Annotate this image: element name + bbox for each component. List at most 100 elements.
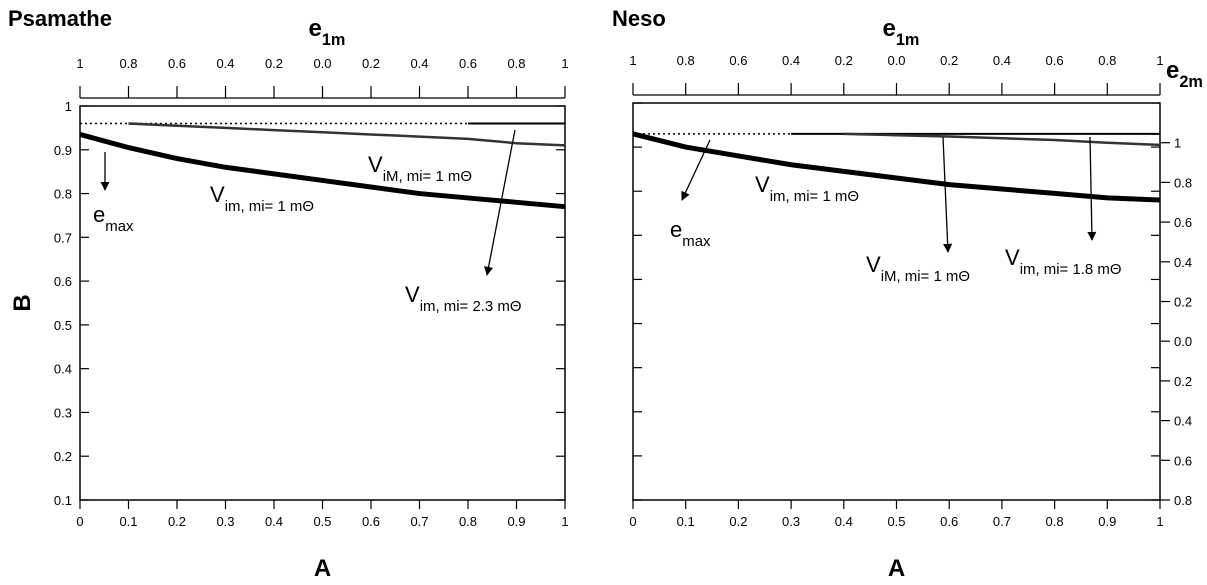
y2-tick-label: 0.0	[1174, 334, 1192, 349]
y-tick-label: 0.1	[54, 493, 72, 508]
x-tick-label: 0.3	[782, 514, 800, 529]
x2-tick-label: 0.2	[835, 53, 853, 68]
x2-axis-label-sub: 1m	[322, 31, 346, 49]
annotation: emax	[93, 202, 134, 235]
x2-tick-label: 0.6	[1046, 53, 1064, 68]
annotation-main: V	[210, 182, 225, 207]
annotation-arrow	[1087, 136, 1097, 241]
y-tick-label: 0.3	[54, 405, 72, 420]
annotation: Vim, mi= 1 mΘ	[210, 182, 314, 215]
chart-title: Psamathe	[8, 6, 112, 31]
x2-tick-label: 0.8	[119, 56, 137, 71]
x-tick-label: 0.7	[993, 514, 1011, 529]
x2-tick-label: 0.8	[507, 56, 525, 71]
annotation-sub: im, mi= 1 mΘ	[225, 198, 314, 215]
annotation-sub: iM, mi= 1 mΘ	[881, 268, 970, 285]
x-tick-label: 0.1	[677, 514, 695, 529]
x-axis-label: A	[888, 555, 905, 582]
y2-tick-label: 1	[1174, 136, 1181, 151]
x-tick-label: 1	[561, 514, 568, 529]
x-tick-label: 0	[76, 514, 83, 529]
x-tick-label: 0.5	[313, 514, 331, 529]
x2-tick-label: 1	[76, 56, 83, 71]
annotation-main: V	[1005, 245, 1020, 270]
x-tick-label: 0.8	[459, 514, 477, 529]
x-tick-label: 0.2	[729, 514, 747, 529]
annotation: emax	[670, 217, 711, 250]
x-tick-label: 0.1	[119, 514, 137, 529]
x2-tick-label: 0.0	[887, 53, 905, 68]
x-tick-label: 0.6	[362, 514, 380, 529]
annotation-sub: im, mi= 1 mΘ	[770, 188, 859, 205]
y-tick-label: 0.8	[54, 187, 72, 202]
y-tick-label: 0.7	[54, 230, 72, 245]
y2-tick-label: 0.2	[1174, 295, 1192, 310]
annotation-sub: max	[682, 233, 711, 250]
x-tick-label: 0	[629, 514, 636, 529]
y-tick-label: 0.9	[54, 143, 72, 158]
x-tick-label: 0.2	[168, 514, 186, 529]
x-tick-label: 0.9	[1098, 514, 1116, 529]
annotation-main: V	[866, 252, 881, 277]
x-tick-label: 0.5	[887, 514, 905, 529]
annotation: Vim, mi= 2.3 mΘ	[405, 282, 521, 315]
x2-tick-label: 1	[629, 53, 636, 68]
annotation-main: V	[368, 152, 383, 177]
y2-tick-label: 0.6	[1174, 215, 1192, 230]
x-tick-label: 0.6	[940, 514, 958, 529]
annotation: Vim, mi= 1.8 mΘ	[1005, 245, 1121, 278]
annotation: ViM, mi= 1 mΘ	[866, 252, 970, 285]
x2-tick-label: 0.2	[265, 56, 283, 71]
plot-frame	[632, 102, 1161, 501]
x2-tick-label: 1	[1156, 53, 1163, 68]
annotation: ViM, mi= 1 mΘ	[368, 152, 472, 185]
x2-axis-label-main: e	[309, 15, 322, 42]
x2-tick-label: 1	[561, 56, 568, 71]
x2-tick-label: 0.2	[362, 56, 380, 71]
annotation-arrow	[681, 139, 711, 201]
data-line	[843, 132, 1161, 147]
y2-axis-label-main: e	[1166, 57, 1179, 84]
annotation-sub: max	[105, 218, 134, 235]
x2-axis-label-main: e	[883, 15, 896, 42]
x-tick-label: 0.7	[410, 514, 428, 529]
x-tick-label: 0.3	[216, 514, 234, 529]
y-tick-label: 0.5	[54, 318, 72, 333]
data-line	[128, 122, 566, 147]
annotation-main: V	[405, 282, 420, 307]
x2-tick-label: 0.0	[313, 56, 331, 71]
annotation-main: e	[93, 202, 105, 227]
annotation-arrow	[484, 129, 516, 276]
y2-axis-label: e2m	[1166, 57, 1203, 91]
x-tick-label: 0.9	[507, 514, 525, 529]
x2-tick-label: 0.4	[782, 53, 800, 68]
y2-tick-label: 0.4	[1174, 255, 1192, 270]
y2-tick-label: 0.8	[1174, 493, 1192, 508]
annotation-sub: iM, mi= 1 mΘ	[383, 168, 472, 185]
x2-tick-label: 0.4	[993, 53, 1011, 68]
x2-axis-label: e1m	[309, 15, 346, 49]
y-axis-label: B	[9, 294, 36, 311]
data-line	[79, 132, 566, 210]
x-tick-label: 1	[1156, 514, 1163, 529]
annotation-sub: im, mi= 1.8 mΘ	[1020, 261, 1122, 278]
x2-tick-label: 0.6	[729, 53, 747, 68]
x2-tick-label: 0.6	[168, 56, 186, 71]
x-tick-label: 0.4	[835, 514, 853, 529]
y-tick-label: 0.6	[54, 274, 72, 289]
annotation-main: e	[670, 217, 682, 242]
y-tick-label: 0.2	[54, 449, 72, 464]
x2-tick-label: 0.4	[410, 56, 428, 71]
x2-tick-label: 0.6	[459, 56, 477, 71]
annotation: Vim, mi= 1 mΘ	[755, 172, 859, 205]
y2-axis-label-sub: 2m	[1179, 73, 1203, 91]
y2-tick-label: 0.2	[1174, 374, 1192, 389]
x2-tick-label: 0.8	[1098, 53, 1116, 68]
x2-axis-label-sub: 1m	[896, 31, 920, 49]
y-tick-label: 1	[65, 99, 72, 114]
annotation-arrow	[942, 136, 953, 253]
y-tick-label: 0.4	[54, 362, 72, 377]
x-tick-label: 0.8	[1046, 514, 1064, 529]
annotation-main: V	[755, 172, 770, 197]
